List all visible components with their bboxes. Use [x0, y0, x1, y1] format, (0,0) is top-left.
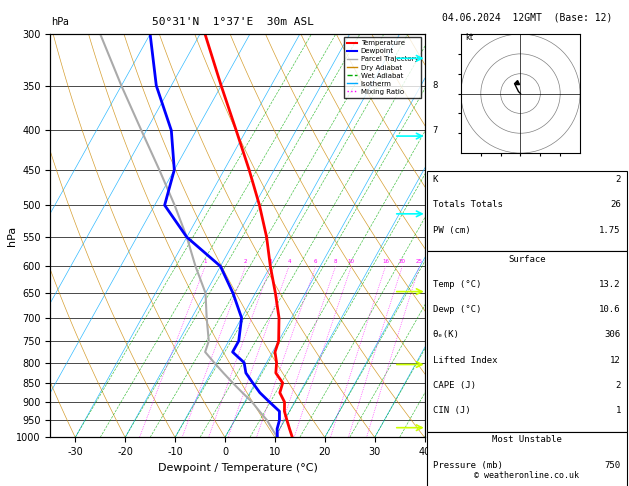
Text: 2: 2	[244, 259, 247, 264]
Text: Most Unstable: Most Unstable	[492, 435, 562, 445]
Text: 50°31'N  1°37'E  30m ASL: 50°31'N 1°37'E 30m ASL	[152, 17, 314, 27]
Text: Mixing Ratio (g/kg): Mixing Ratio (g/kg)	[469, 196, 478, 276]
Text: kt: kt	[465, 33, 473, 42]
Text: Pressure (mb): Pressure (mb)	[433, 461, 503, 470]
Text: 7: 7	[432, 126, 437, 135]
Text: 2: 2	[432, 336, 437, 346]
Text: 306: 306	[604, 330, 621, 340]
Text: 20: 20	[399, 259, 406, 264]
Text: 13.2: 13.2	[599, 280, 621, 289]
Bar	[426, 171, 627, 251]
Text: 8: 8	[432, 81, 437, 90]
Text: Temp (°C): Temp (°C)	[433, 280, 481, 289]
Text: 2: 2	[615, 175, 621, 184]
Text: 26: 26	[610, 200, 621, 209]
Text: 8: 8	[334, 259, 337, 264]
Text: 04.06.2024  12GMT  (Base: 12): 04.06.2024 12GMT (Base: 12)	[442, 12, 612, 22]
Text: 5: 5	[432, 233, 437, 242]
Text: 16: 16	[382, 259, 389, 264]
Text: CIN (J): CIN (J)	[433, 406, 470, 416]
Text: hPa: hPa	[52, 17, 69, 27]
X-axis label: Dewpoint / Temperature (°C): Dewpoint / Temperature (°C)	[157, 463, 318, 473]
Text: 1.75: 1.75	[599, 226, 621, 235]
Text: Totals Totals: Totals Totals	[433, 200, 503, 209]
Text: 6: 6	[432, 201, 437, 209]
Text: 10.6: 10.6	[599, 305, 621, 314]
Legend: Temperature, Dewpoint, Parcel Trajectory, Dry Adiabat, Wet Adiabat, Isotherm, Mi: Temperature, Dewpoint, Parcel Trajectory…	[344, 37, 421, 98]
Text: K: K	[433, 175, 438, 184]
Text: 750: 750	[604, 461, 621, 470]
Text: 2: 2	[615, 381, 621, 390]
Text: 1: 1	[432, 398, 437, 407]
Text: Lifted Index: Lifted Index	[433, 356, 498, 365]
Text: LCL: LCL	[432, 433, 447, 442]
Text: 3: 3	[432, 313, 437, 322]
Text: θₑ(K): θₑ(K)	[433, 330, 460, 340]
Text: 1: 1	[615, 406, 621, 416]
Text: 3: 3	[269, 259, 272, 264]
Y-axis label: hPa: hPa	[7, 226, 16, 246]
Y-axis label: km
ASL: km ASL	[427, 226, 449, 245]
Bar	[426, 432, 627, 486]
Text: CAPE (J): CAPE (J)	[433, 381, 476, 390]
Text: PW (cm): PW (cm)	[433, 226, 470, 235]
Bar	[426, 251, 627, 432]
Text: 12: 12	[610, 356, 621, 365]
Text: 10: 10	[348, 259, 355, 264]
Text: Dewp (°C): Dewp (°C)	[433, 305, 481, 314]
Text: 1: 1	[203, 259, 207, 264]
Text: 4: 4	[287, 259, 291, 264]
Text: © weatheronline.co.uk: © weatheronline.co.uk	[474, 471, 579, 480]
Text: 4: 4	[432, 262, 437, 271]
Text: 6: 6	[314, 259, 318, 264]
Text: Surface: Surface	[508, 255, 545, 264]
Text: 25: 25	[416, 259, 423, 264]
